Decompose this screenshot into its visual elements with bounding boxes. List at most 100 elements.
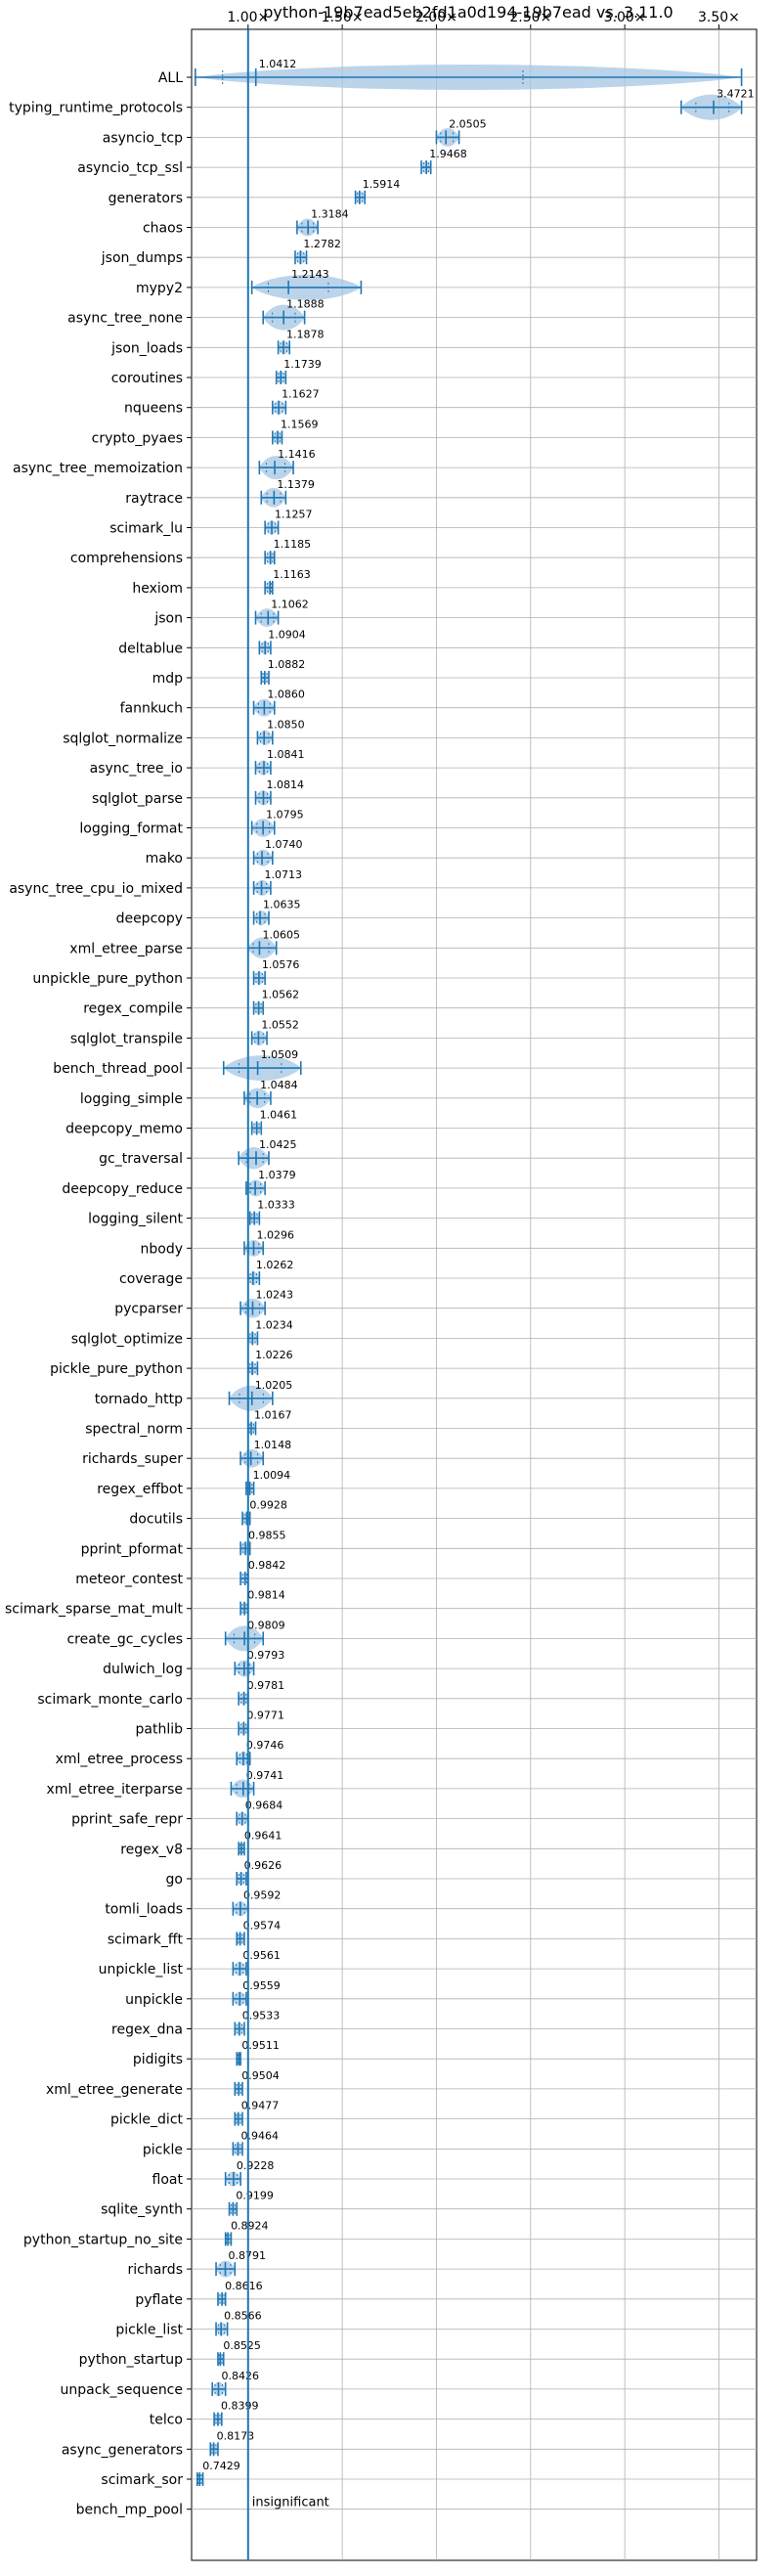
y-tick-label: float [152,2172,184,2188]
value-label: 1.0860 [267,688,305,701]
y-tick-label: coverage [119,1271,183,1287]
y-tick-label: nqueens [124,401,183,417]
y-tick-label: mypy2 [136,281,183,296]
y-tick-label: fannkuch [120,701,183,717]
value-label: 1.1878 [286,328,325,340]
y-tick-label: scimark_sparse_mat_mult [5,1602,183,1618]
y-tick-label: regex_effbot [97,1482,183,1497]
value-label: 1.1185 [274,538,312,551]
y-tick-label: json_dumps [101,250,183,266]
value-label: 1.0484 [260,1079,298,1091]
y-tick-label: crypto_pyaes [92,430,183,446]
x-tick-label: 3.50× [698,10,740,25]
y-tick-label: sqlglot_normalize [63,731,183,746]
y-tick-label: nbody [141,1241,184,1257]
y-tick-label: asyncio_tcp [103,130,183,146]
y-tick-label: logging_format [79,822,183,837]
x-tick-label: 1.00× [227,10,269,25]
value-label: 1.0094 [253,1469,291,1482]
value-label: 0.8399 [221,2400,259,2413]
value-label: 1.0795 [266,809,304,822]
y-tick-label: async_tree_none [67,311,183,327]
y-tick-label: deepcopy_memo [65,1122,183,1137]
y-tick-label: pprint_safe_repr [71,1812,183,1828]
value-label: 0.9561 [242,1949,280,1962]
value-label: 1.0262 [256,1259,294,1271]
value-label: 0.8791 [229,2249,266,2262]
y-tick-label: pidigits [133,2052,183,2067]
y-tick-label: async_tree_memoization [13,461,183,476]
value-label: 0.9504 [241,2069,279,2082]
y-tick-label: bench_mp_pool [76,2503,183,2518]
value-label: 1.1062 [271,599,309,611]
value-label: 0.9592 [243,1889,282,1902]
value-label: 0.9477 [241,2100,279,2112]
value-label: 1.0576 [262,958,300,971]
violin-layer [195,65,743,2486]
value-label: 1.0740 [265,838,303,851]
y-tick-label: go [166,1872,183,1888]
y-tick-label: coroutines [111,371,183,386]
y-tick-label: async_generators [62,2442,183,2458]
y-tick-label: unpack_sequence [61,2382,183,2398]
value-label: 1.5914 [363,178,401,191]
value-label: 1.0234 [255,1318,293,1331]
grid-layer [192,29,757,2560]
value-label: 1.1627 [282,388,320,401]
y-tick-label: mdp [152,671,184,687]
value-label: 1.0882 [268,658,306,671]
label-layer: 1.0412 3.4721 2.0505 1.9468 1.5914 1.3184 1.27… [202,58,754,2510]
y-tick-label: sqlglot_optimize [71,1331,183,1347]
x-tick-label: 3.00× [604,10,646,25]
value-label: 0.9228 [237,2159,275,2172]
y-tick-label: raytrace [125,491,183,507]
y-tick-label: pyflate [135,2292,183,2308]
y-tick-label: async_tree_io [90,761,183,777]
value-label: 1.0226 [255,1349,293,1361]
value-label: 1.1888 [286,298,325,311]
value-label: 1.0412 [259,58,297,70]
value-label: 1.1379 [277,478,315,491]
value-label: 0.9199 [236,2190,274,2202]
value-label: 1.0605 [262,928,300,941]
y-tick-label: pickle_list [115,2323,183,2338]
value-label: 1.9468 [429,148,467,160]
y-tick-label: unpickle_list [99,1962,184,1977]
y-tick-label: ALL [158,70,183,86]
value-label: 1.1416 [278,448,316,461]
value-label: 0.9809 [247,1619,284,1631]
y-tick-label: richards_super [82,1451,183,1467]
y-tick-label: async_tree_cpu_io_mixed [9,881,183,897]
value-label: 1.0461 [260,1109,298,1122]
value-label: 0.7429 [202,2460,240,2472]
y-tick-label: pathlib [136,1722,184,1738]
value-label: 0.9626 [244,1859,282,1872]
value-label: 1.0850 [267,718,305,731]
x-tick-label: 1.50× [322,10,364,25]
value-label: 2.0505 [449,117,487,130]
y-tick-label: sqlite_synth [101,2202,183,2218]
value-label: 0.9559 [242,1979,281,1992]
value-label: 0.9842 [248,1559,286,1572]
axis-layer: 1.00× 1.50× 2.00× 2.50× 3.00× 3.50× ALL typing_… [5,10,740,2560]
y-tick-label: gc_traversal [99,1151,183,1167]
value-label: 1.0205 [255,1379,293,1392]
y-tick-label: xml_etree_iterparse [47,1782,183,1798]
y-tick-label: deepcopy_reduce [62,1181,183,1197]
value-label: 1.0713 [265,868,303,881]
y-tick-label: sqlglot_transpile [70,1031,183,1046]
y-tick-label: typing_runtime_protocols [9,101,183,116]
value-label: 0.9574 [243,1919,282,1932]
value-label: 0.9684 [245,1799,283,1812]
y-tick-label: regex_compile [83,1001,183,1017]
value-label: 1.0552 [261,1018,299,1031]
value-label: 0.9511 [241,2039,280,2052]
value-label: 1.0635 [263,899,301,911]
y-tick-label: meteor_contest [75,1572,183,1587]
value-label: 0.9771 [246,1710,284,1722]
y-tick-label: scimark_lu [109,521,183,537]
value-label: 0.9741 [246,1769,284,1782]
y-tick-label: python_startup [79,2352,183,2368]
